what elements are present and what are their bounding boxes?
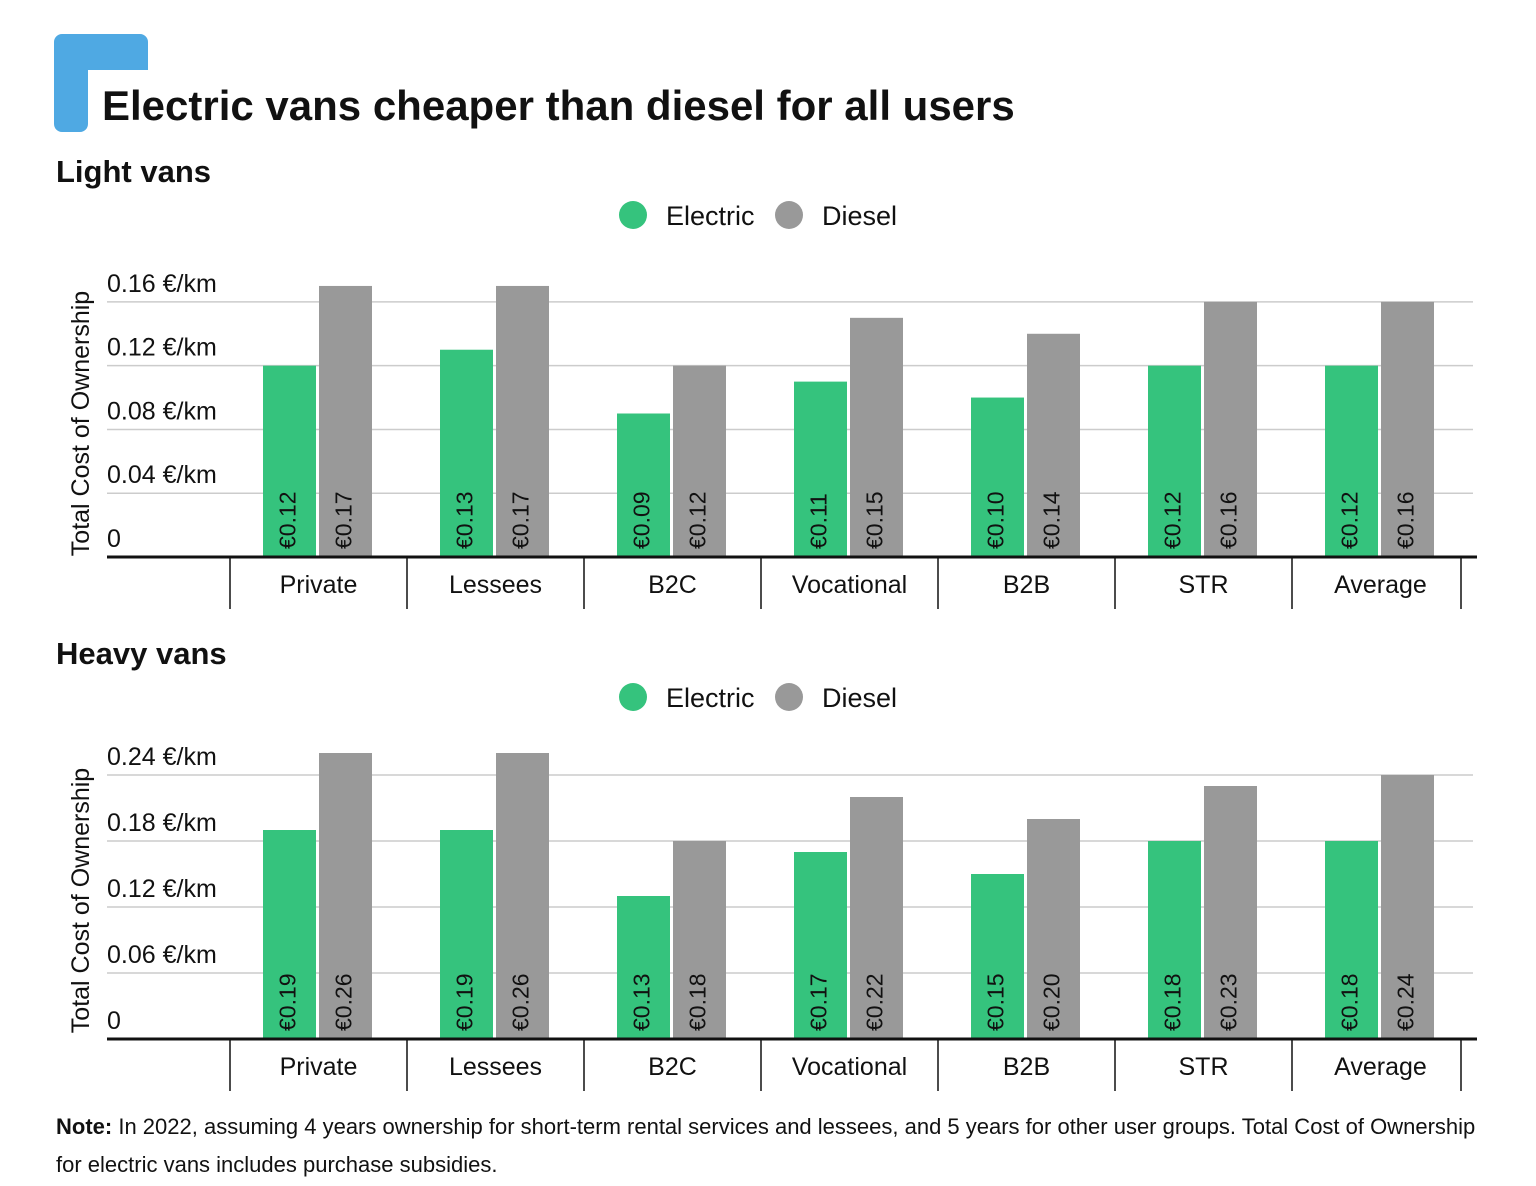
bar — [496, 285, 549, 557]
x-tick-label: B2C — [648, 571, 697, 599]
data-label: €0.15 — [862, 491, 888, 549]
bar — [440, 830, 493, 1039]
bar — [1027, 333, 1080, 557]
legend-marker — [619, 683, 647, 711]
y-tick-label: 0 — [107, 525, 121, 553]
title-decoration — [54, 34, 148, 132]
data-label: €0.19 — [275, 973, 301, 1031]
bar — [1381, 301, 1434, 557]
legend-marker — [619, 201, 647, 229]
x-tick-label: Private — [280, 1053, 358, 1081]
bar — [496, 753, 549, 1039]
data-label: €0.20 — [1039, 973, 1065, 1031]
data-label: €0.23 — [1216, 973, 1242, 1031]
bar — [1148, 365, 1201, 557]
bar — [971, 874, 1024, 1039]
data-label: €0.12 — [275, 491, 301, 549]
data-label: €0.17 — [508, 491, 534, 549]
data-label: €0.12 — [1160, 491, 1186, 549]
y-tick-label: 0.06 €/km — [107, 941, 217, 969]
legend-label: Electric — [666, 683, 755, 713]
y-tick-label: 0.04 €/km — [107, 461, 217, 489]
legend-label: Diesel — [822, 683, 897, 713]
data-label: €0.11 — [806, 493, 832, 549]
data-label: €0.26 — [331, 973, 357, 1031]
bar — [617, 896, 670, 1039]
data-label: €0.12 — [685, 491, 711, 549]
x-tick-label: Lessees — [449, 1053, 542, 1081]
bar — [1027, 819, 1080, 1039]
note-label: Note: — [56, 1114, 113, 1139]
x-tick-label: STR — [1179, 571, 1229, 599]
bar — [673, 841, 726, 1039]
y-tick-label: 0.18 €/km — [107, 809, 217, 837]
bar — [794, 852, 847, 1039]
data-label: €0.18 — [1337, 973, 1363, 1031]
data-label: €0.26 — [508, 973, 534, 1031]
bar — [319, 753, 372, 1039]
x-tick-label: B2B — [1003, 571, 1050, 599]
note: Note: In 2022, assuming 4 years ownershi… — [56, 1108, 1476, 1184]
x-tick-label: Average — [1334, 1053, 1427, 1081]
y-tick-label: 0.24 €/km — [107, 743, 217, 771]
bar — [673, 365, 726, 557]
data-label: €0.22 — [862, 973, 888, 1031]
y-tick-label: 0.12 €/km — [107, 875, 217, 903]
legend-marker — [775, 201, 803, 229]
data-label: €0.10 — [983, 491, 1009, 549]
bar — [1204, 301, 1257, 557]
page-title: Electric vans cheaper than diesel for al… — [102, 82, 1015, 129]
x-tick-label: Vocational — [792, 571, 907, 599]
y-tick-label: 0.08 €/km — [107, 397, 217, 425]
y-tick-label: 0.16 €/km — [107, 270, 217, 298]
note-text: In 2022, assuming 4 years ownership for … — [56, 1114, 1476, 1177]
data-label: €0.18 — [685, 973, 711, 1031]
bar — [617, 413, 670, 557]
bar — [850, 797, 903, 1039]
bar — [1325, 365, 1378, 557]
bar — [1148, 841, 1201, 1039]
x-tick-label: B2B — [1003, 1053, 1050, 1081]
x-tick-label: STR — [1179, 1053, 1229, 1081]
y-axis-label: Total Cost of Ownership — [67, 768, 95, 1033]
data-label: €0.14 — [1039, 491, 1065, 549]
legend-label: Diesel — [822, 201, 897, 231]
data-label: €0.09 — [629, 491, 655, 549]
x-tick-label: Vocational — [792, 1053, 907, 1081]
chart-title: Heavy vans — [56, 636, 227, 671]
x-tick-label: B2C — [648, 1053, 697, 1081]
bar — [1204, 786, 1257, 1039]
chart-title: Light vans — [56, 154, 211, 189]
bar — [319, 285, 372, 557]
x-tick-label: Lessees — [449, 571, 542, 599]
bar — [263, 830, 316, 1039]
data-label: €0.19 — [452, 973, 478, 1031]
data-label: €0.18 — [1160, 973, 1186, 1031]
data-label: €0.16 — [1393, 491, 1419, 549]
bar — [971, 397, 1024, 557]
data-label: €0.24 — [1393, 973, 1419, 1031]
data-label: €0.12 — [1337, 491, 1363, 549]
y-tick-label: 0.12 €/km — [107, 334, 217, 362]
bar — [850, 317, 903, 557]
x-tick-label: Average — [1334, 571, 1427, 599]
bar — [440, 349, 493, 557]
data-label: €0.17 — [331, 491, 357, 549]
data-label: €0.16 — [1216, 491, 1242, 549]
bar — [1325, 841, 1378, 1039]
y-tick-label: 0 — [107, 1007, 121, 1035]
data-label: €0.13 — [452, 491, 478, 549]
legend-label: Electric — [666, 201, 755, 231]
x-tick-label: Private — [280, 571, 358, 599]
bar — [794, 381, 847, 557]
data-label: €0.15 — [983, 973, 1009, 1031]
y-axis-label: Total Cost of Ownership — [67, 291, 95, 556]
bar — [263, 365, 316, 557]
data-label: €0.13 — [629, 973, 655, 1031]
bar — [1381, 775, 1434, 1039]
legend-marker — [775, 683, 803, 711]
data-label: €0.17 — [806, 973, 832, 1031]
